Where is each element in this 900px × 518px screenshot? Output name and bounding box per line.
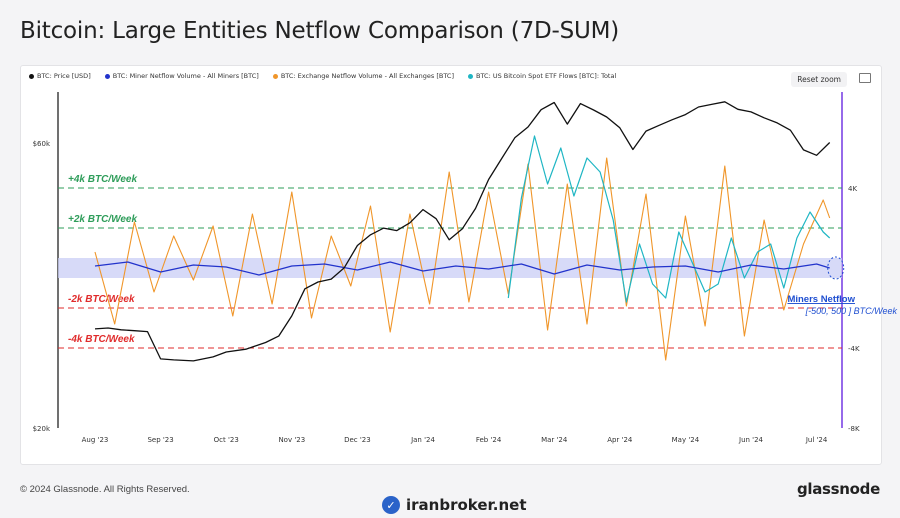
watermark-text: iranbroker.net [406,496,527,514]
x-tick-label-4: Dec '23 [344,436,371,444]
reference-label-0: +4k BTC/Week [68,174,137,185]
legend-label-price: BTC: Price [USD] [37,72,91,80]
series-line-3 [507,135,831,303]
x-tick-label-10: Jun '24 [738,436,764,444]
legend-item-price[interactable]: BTC: Price [USD] [29,72,91,80]
chart-legend: BTC: Price [USD] BTC: Miner Netflow Volu… [29,72,616,80]
x-tick-label-6: Feb '24 [476,436,502,444]
x-tick-label-3: Nov '23 [278,436,305,444]
series-line-1 [94,261,830,276]
x-tick-label-0: Aug '23 [82,436,109,444]
miners-annotation-subtitle: [-500, 500 ] BTC/Week [805,306,898,316]
series-line-2 [94,157,831,361]
miners-annotation-circle [827,256,845,280]
brand-logo: glassnode [796,480,880,498]
x-tick-label-7: Mar '24 [541,436,568,444]
legend-label-miners: BTC: Miner Netflow Volume - All Miners [… [112,72,259,80]
right-tick-label-1: -4K [848,345,860,353]
left-tick-label-0: $60k [33,140,51,148]
legend-dot-miners [104,73,110,79]
watermark-logo-icon: ✓ [382,496,400,514]
camera-icon[interactable] [859,73,871,83]
reference-label-2: -2k BTC/Week [68,294,135,305]
series-line-0 [94,101,831,362]
page-title: Bitcoin: Large Entities Netflow Comparis… [20,18,620,44]
legend-dot-price [29,73,34,79]
legend-item-miners[interactable]: BTC: Miner Netflow Volume - All Miners [… [104,72,259,80]
legend-dot-exchange [272,73,278,79]
x-tick-label-9: May '24 [672,436,700,444]
legend-dot-etf [468,73,473,79]
copyright-text: © 2024 Glassnode. All Rights Reserved. [20,484,190,495]
x-tick-label-2: Oct '23 [214,436,239,444]
x-tick-label-1: Sep '23 [147,436,173,444]
reference-label-3: -4k BTC/Week [68,334,135,345]
right-tick-label-2: -8K [848,425,860,433]
x-tick-label-8: Apr '24 [607,436,633,444]
legend-label-exchange: BTC: Exchange Netflow Volume - All Excha… [280,72,454,80]
legend-label-etf: BTC: US Bitcoin Spot ETF Flows [BTC]: To… [476,72,617,80]
right-tick-label-0: 4K [848,185,857,193]
miners-annotation-title: Miners Netflow [787,294,855,305]
reference-label-1: +2k BTC/Week [68,214,137,225]
x-tick-label-5: Jan '24 [410,436,435,444]
watermark: ✓ iranbroker.net [382,496,527,514]
legend-item-exchange[interactable]: BTC: Exchange Netflow Volume - All Excha… [272,72,454,80]
left-tick-label-1: $20k [33,425,51,433]
legend-item-etf[interactable]: BTC: US Bitcoin Spot ETF Flows [BTC]: To… [468,72,616,80]
x-tick-label-11: Jul '24 [805,436,828,444]
reset-zoom-button[interactable]: Reset zoom [791,72,847,87]
